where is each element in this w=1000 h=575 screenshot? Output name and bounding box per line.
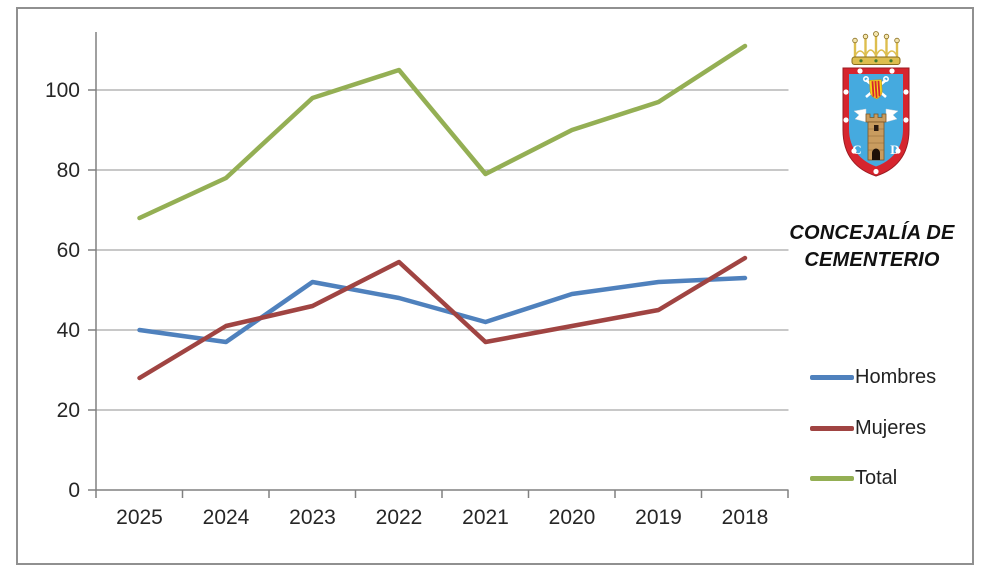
legend-swatch-hombres [810, 374, 854, 380]
legend-swatch-mujeres [810, 425, 854, 431]
x-axis-label: 2018 [722, 506, 769, 529]
crest-border-pearls [843, 68, 909, 175]
legend-label: Mujeres [855, 416, 927, 439]
legend-label: Hombres [855, 365, 937, 388]
legend-item-hombres: Hombres [810, 364, 936, 390]
chart-label-line2: CEMENTERIO [804, 249, 940, 271]
y-axis-label: 80 [57, 159, 80, 182]
municipal-crest-icon: C D [842, 31, 910, 177]
legend-item-mujeres: Mujeres [810, 415, 926, 441]
x-axis-label: 2023 [289, 506, 336, 529]
y-axis-label: 100 [45, 79, 80, 102]
chart-frame [16, 7, 974, 565]
crest-crown [851, 31, 901, 65]
crest-letter-c: C [852, 142, 861, 157]
series-line-total [137, 43, 748, 221]
x-axis-label: 2025 [116, 506, 163, 529]
series-line-hombres [137, 275, 748, 345]
x-axis-label: 2019 [635, 506, 682, 529]
crest-aragon-shield [869, 79, 883, 100]
legend-label: Total [855, 466, 898, 489]
legend-item-total: Total [810, 465, 897, 491]
chart-label-line1: CONCEJALÍA DE [789, 222, 955, 244]
x-axis-label: 2021 [462, 506, 509, 529]
y-axis-label: 60 [57, 239, 80, 262]
series-line-mujeres [137, 255, 748, 381]
chart-label: CONCEJALÍA DE CEMENTERIO [762, 220, 982, 274]
crest-letter-d: D [890, 142, 899, 157]
x-axis-label: 2022 [376, 506, 423, 529]
crest-tower-icon [865, 113, 887, 161]
y-axis-label: 0 [68, 479, 80, 502]
x-axis-label: 2020 [549, 506, 596, 529]
legend-swatch-total [810, 475, 854, 481]
x-axis-label: 2024 [203, 506, 250, 529]
y-axis-label: 20 [57, 399, 80, 422]
crest-shield: C D [842, 67, 910, 177]
y-axis-label: 40 [57, 319, 80, 342]
